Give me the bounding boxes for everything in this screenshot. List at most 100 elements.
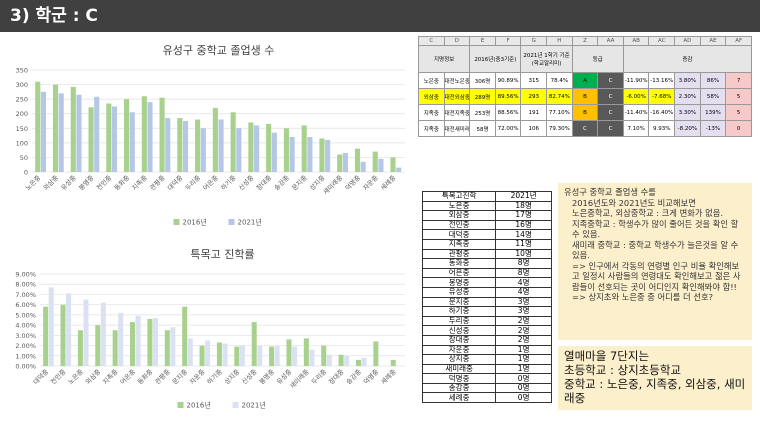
x-tick-label: 봉명중 — [77, 173, 96, 192]
x-tick-label: 대덕중 — [165, 173, 184, 192]
bar — [195, 119, 201, 172]
sheet-cell: -7.68% — [648, 88, 676, 105]
table-cell: 0명 — [495, 373, 552, 384]
column-letter: F — [494, 36, 522, 46]
sheet-cell: 지족중 — [418, 104, 445, 121]
bar — [212, 107, 218, 172]
y-tick-label: 300 — [16, 81, 28, 89]
bar — [165, 118, 171, 172]
header-cell: 2021년 — [495, 191, 552, 202]
sheet-row: 노은중대전노은중학교306명90.89%31578.4%AC-11.90%-13… — [418, 72, 752, 89]
x-tick-label: 세례중 — [378, 173, 397, 192]
bar — [35, 81, 41, 172]
x-tick-label: 상지중 — [222, 367, 241, 386]
legend-label: 2021년 — [242, 401, 266, 410]
column-letter: Z — [571, 36, 599, 46]
legend-swatch — [232, 402, 239, 408]
bar — [129, 112, 135, 172]
bar — [216, 342, 222, 366]
y-tick-label: 9.00% — [15, 271, 36, 279]
x-tick-label: 문지중 — [170, 367, 189, 386]
y-tick-label: 100 — [16, 139, 28, 147]
bar — [303, 338, 309, 366]
table-row: 관평중 10명 — [421, 248, 552, 260]
table-row: 신성중 2명 — [421, 325, 552, 336]
x-tick-label: 문지중 — [290, 173, 309, 192]
table-cell: 신성중 — [421, 325, 497, 336]
x-tick-label: 송강중 — [272, 173, 291, 192]
x-tick-label: 지족중 — [130, 173, 149, 192]
note-line: 2016년도와 2021년도 비교해보면 — [572, 197, 696, 208]
notes: 유성구 중학교 졸업생 수를 2016년도와 2021년도 비교해보면 노은중학교,… — [558, 183, 752, 340]
column-letters: C D E F G H Z AA AB AC AD AE AF — [418, 36, 752, 46]
y-tick-label: 7.00% — [15, 291, 36, 299]
table-row: 지족중 11명 — [421, 238, 552, 250]
table-cell: 장대중 — [421, 334, 497, 346]
table-row: 노은중 18명 — [421, 200, 552, 212]
x-tick-label: 덕명중 — [361, 367, 380, 386]
x-tick-label: 외삼중 — [41, 173, 60, 192]
page-title: 3) 학군 : C — [0, 0, 760, 32]
sheet-cell: -8.20% — [674, 120, 701, 137]
sheet-cell: 90.89% — [494, 72, 522, 89]
bar — [271, 132, 277, 172]
summary-title: 열매마을 7단지는 — [564, 349, 650, 363]
table-cell: 4명 — [495, 277, 552, 288]
bar — [218, 119, 224, 172]
sheet-cell: 306명 — [469, 72, 496, 89]
bar — [40, 91, 46, 172]
x-tick-label: 송강중 — [344, 367, 363, 386]
bar — [309, 349, 315, 366]
x-tick-label: 하기중 — [205, 367, 224, 386]
sheet-cell: B — [571, 88, 599, 105]
bar — [239, 345, 245, 366]
x-tick-label: 두리중 — [183, 173, 202, 192]
sheet-cell: 77.10% — [546, 104, 573, 121]
sheet-cell: 7.10% — [622, 120, 650, 137]
x-tick-label: 동화중 — [113, 174, 131, 192]
table-row: 전민중 16명 — [421, 219, 552, 231]
table-cell: 전민중 — [421, 219, 497, 231]
bar — [301, 125, 307, 172]
bar — [338, 354, 344, 366]
table-cell: 0명 — [495, 392, 552, 404]
y-tick-label: 50 — [20, 154, 28, 162]
table-row: 문지중 3명 — [421, 296, 552, 308]
table-cell: 16명 — [495, 219, 552, 231]
x-tick-label: 신성중 — [240, 367, 259, 386]
table-row: 장대중 2명 — [421, 334, 552, 346]
bar — [286, 339, 292, 366]
sheet-cell: 253명 — [469, 104, 496, 121]
bar — [159, 97, 165, 172]
x-tick-label: 노은중 — [24, 174, 42, 192]
sheet-cell: -13% — [699, 120, 727, 137]
table-cell: 1명 — [495, 363, 552, 375]
x-tick-label: 외삼중 — [83, 367, 102, 386]
bar — [147, 102, 153, 172]
bar — [100, 302, 106, 366]
bar — [251, 322, 257, 366]
bar — [118, 312, 124, 366]
bar — [248, 122, 254, 172]
column-letter: AF — [725, 36, 752, 46]
table-cell: 유성중 — [421, 286, 497, 298]
x-tick-label: 관평중 — [153, 367, 172, 386]
y-tick-label: 2.00% — [15, 342, 36, 350]
note-line: => 인구에서 각동의 연령별 인구 비율 확인해보고 일정시 사람들의 연령대… — [572, 260, 741, 292]
bar — [200, 128, 206, 172]
bar — [344, 355, 350, 366]
column-letter: C — [418, 36, 445, 46]
bar — [177, 118, 183, 172]
bar — [325, 139, 331, 172]
table-cell: 세례중 — [421, 392, 497, 404]
table-row: 동화중 8명 — [421, 258, 552, 269]
table-cell: 관평중 — [421, 248, 497, 260]
x-tick-label: 어은중 — [118, 367, 137, 386]
sheet-cell: 외삼중 — [418, 88, 445, 105]
column-letter: E — [469, 36, 496, 46]
bar — [396, 167, 402, 172]
y-tick-label: 6.00% — [15, 301, 36, 309]
x-tick-label: 어은중 — [201, 173, 220, 192]
bar — [147, 318, 153, 366]
